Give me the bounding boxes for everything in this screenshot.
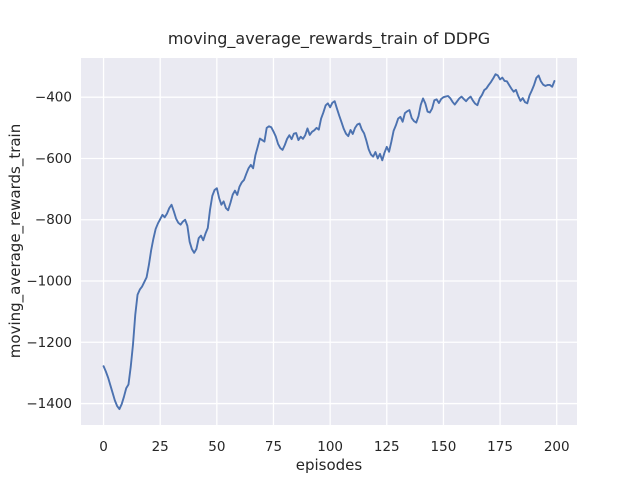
x-tick-label: 0: [99, 439, 108, 455]
x-tick-label: 25: [152, 439, 169, 455]
rewards-train-line: [102, 73, 556, 411]
y-tick-label: −400: [35, 90, 72, 106]
x-tick-label: 200: [544, 439, 570, 455]
x-tick-label: 100: [317, 439, 343, 455]
x-tick-labels: 0 25 50 75 100 125 150 175 200: [99, 439, 569, 455]
x-tick-label: 50: [208, 439, 225, 455]
x-axis-label: episodes: [296, 456, 363, 474]
y-tick-label: −1200: [26, 335, 72, 351]
y-tick-label: −1400: [26, 396, 72, 412]
y-axis-label: moving_average_rewards_train: [6, 124, 25, 358]
y-gridlines: [81, 96, 577, 405]
axes-background: [81, 58, 577, 425]
chart-title: moving_average_rewards_train of DDPG: [168, 29, 490, 49]
x-tick-label: 75: [265, 439, 282, 455]
y-tick-labels: −1400 −1200 −1000 −800 −600 −400: [26, 90, 72, 412]
x-tick-label: 125: [374, 439, 400, 455]
y-tick-label: −800: [35, 212, 72, 228]
y-tick-label: −1000: [26, 274, 72, 290]
x-tick-label: 175: [487, 439, 513, 455]
x-gridlines: [102, 58, 558, 425]
x-tick-label: 150: [431, 439, 457, 455]
y-tick-label: −600: [35, 151, 72, 167]
